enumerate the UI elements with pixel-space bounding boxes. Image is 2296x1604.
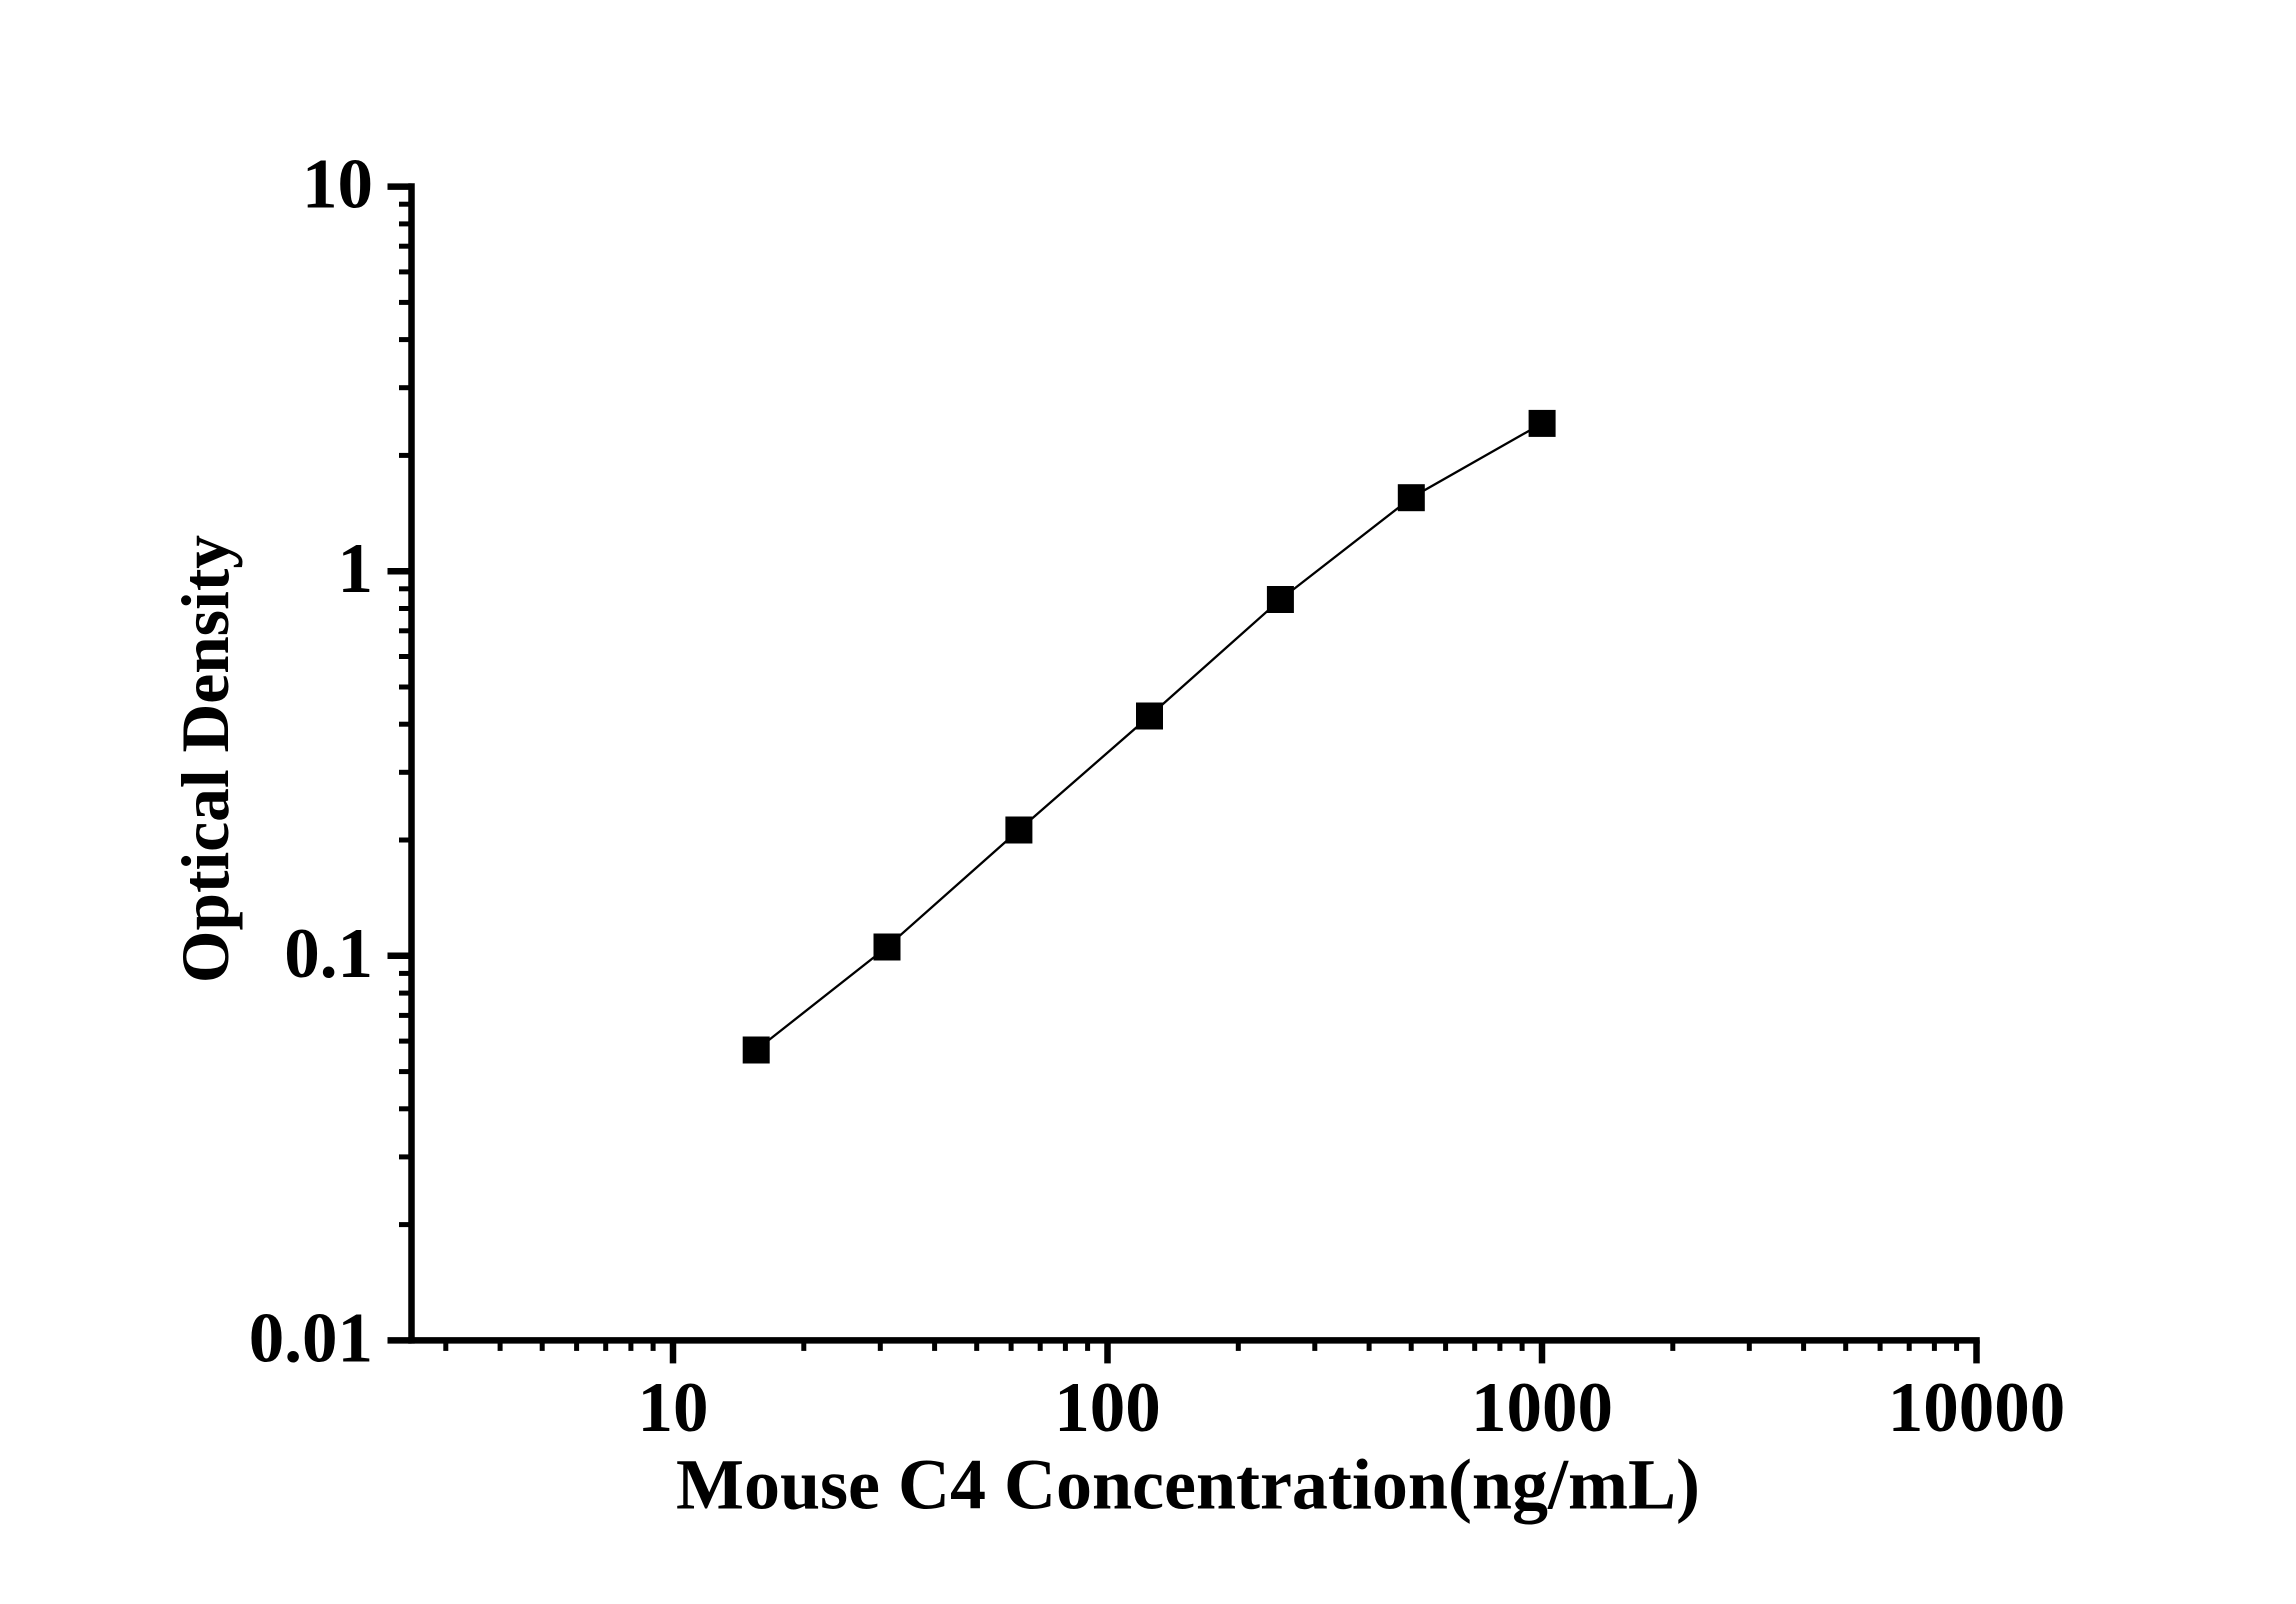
svg-text:0.1: 0.1 — [284, 915, 373, 993]
svg-text:10: 10 — [638, 1369, 709, 1447]
svg-text:100: 100 — [1054, 1369, 1161, 1447]
svg-text:10: 10 — [302, 146, 373, 224]
svg-text:0.01: 0.01 — [249, 1299, 373, 1377]
svg-text:10000: 10000 — [1888, 1369, 2066, 1447]
svg-text:1: 1 — [338, 530, 374, 608]
svg-text:Mouse C4 Concentration(ng/mL): Mouse C4 Concentration(ng/mL) — [676, 1445, 1700, 1525]
svg-text:1000: 1000 — [1471, 1369, 1613, 1447]
svg-text:Optical Density: Optical Density — [168, 535, 243, 983]
